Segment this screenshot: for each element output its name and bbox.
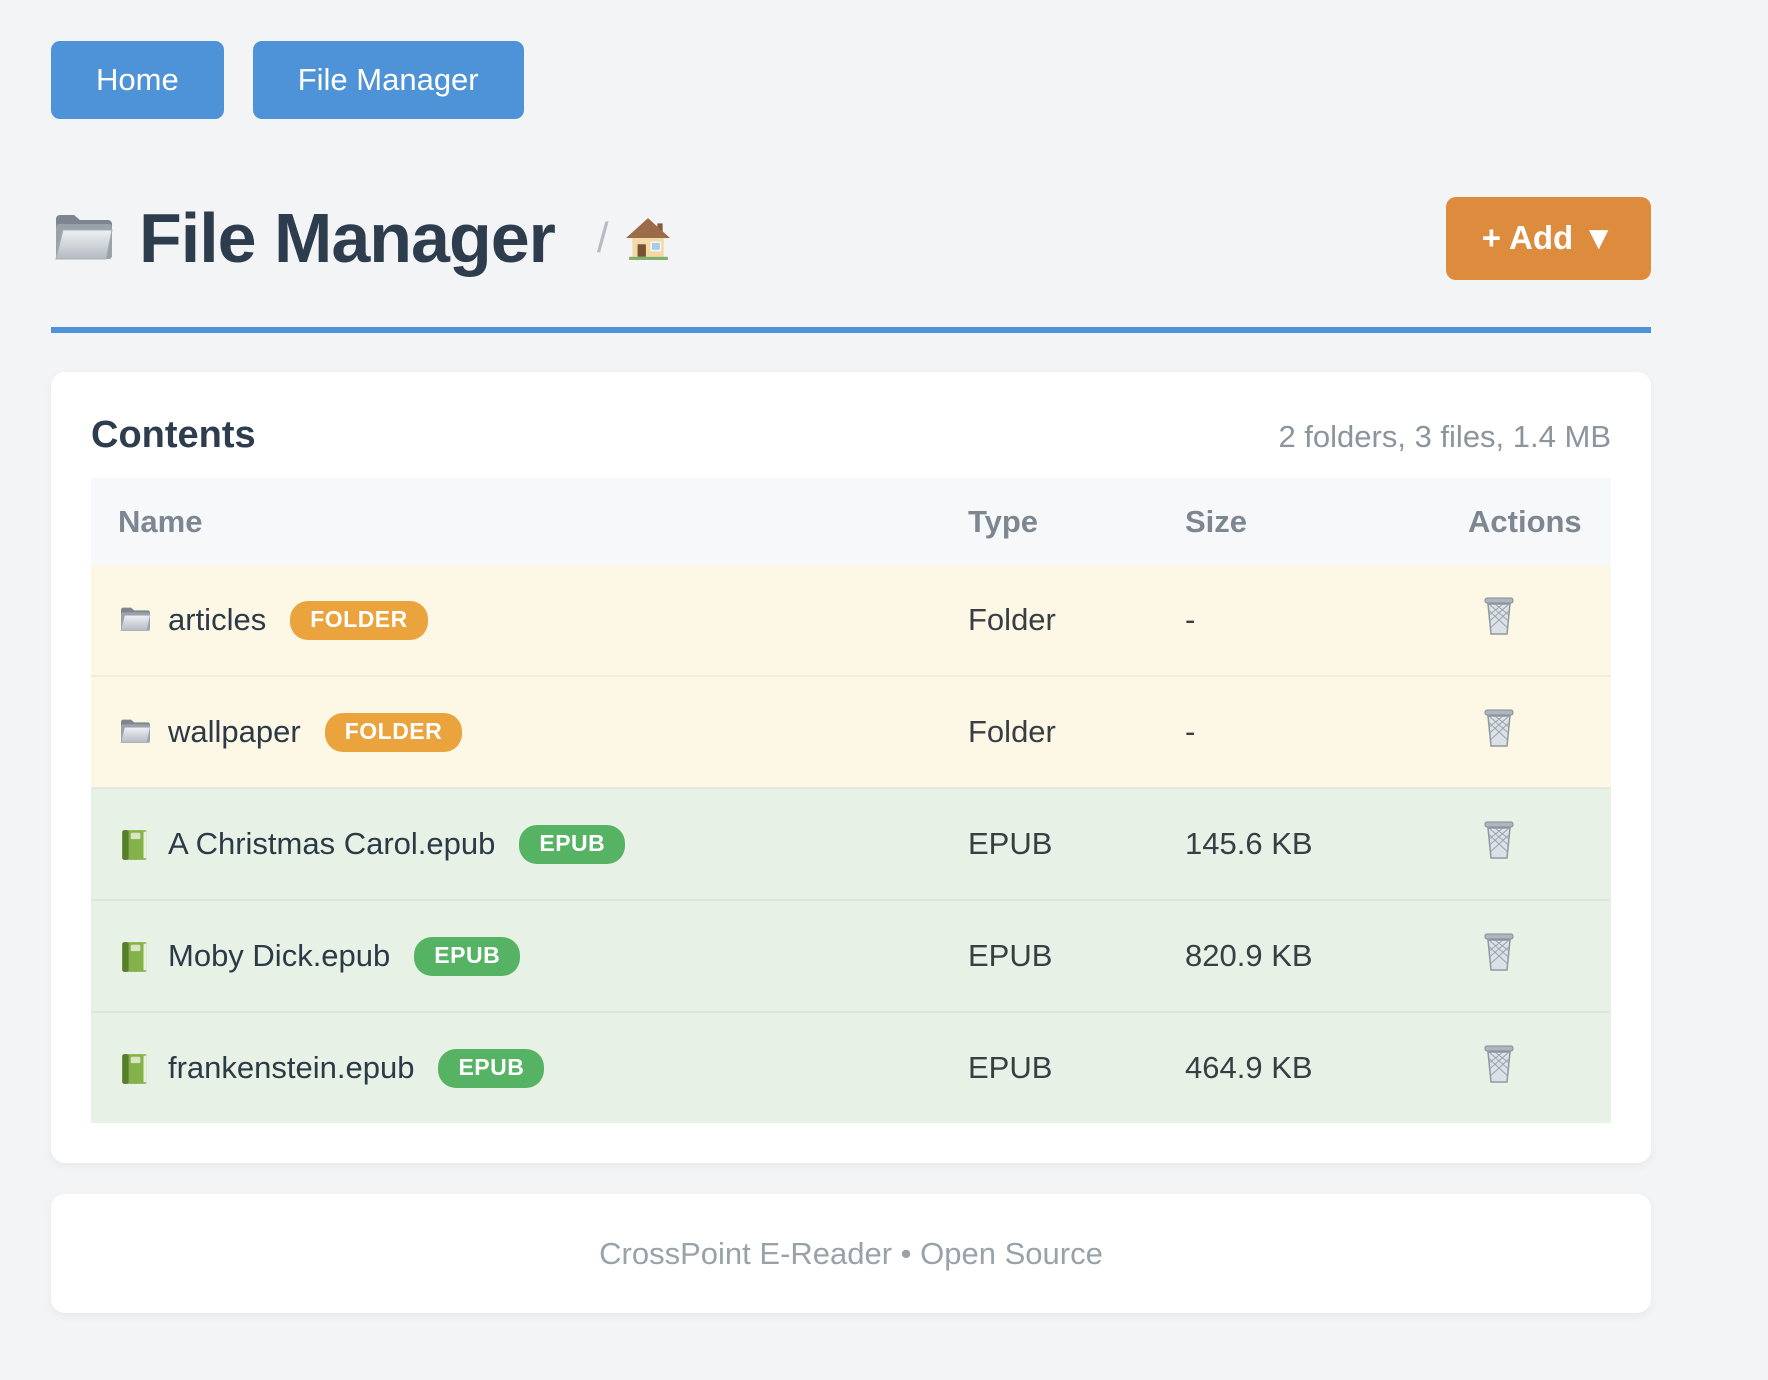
file-name[interactable]: articles — [168, 602, 267, 637]
contents-title: Contents — [91, 414, 256, 456]
size-cell: - — [1185, 565, 1468, 676]
book-icon — [118, 940, 152, 972]
type-cell: EPUB — [968, 787, 1185, 900]
table-header-row: Name Type Size Actions — [91, 478, 1611, 565]
type-cell: EPUB — [968, 899, 1185, 1012]
size-cell: 464.9 KB — [1185, 1011, 1468, 1123]
column-header-actions: Actions — [1468, 478, 1611, 565]
header-divider — [51, 327, 1651, 333]
actions-cell — [1468, 675, 1611, 788]
file-name[interactable]: frankenstein.epub — [168, 1050, 415, 1085]
actions-cell — [1468, 1011, 1611, 1123]
table-row: Moby Dick.epub EPUB EPUB 820.9 KB — [91, 899, 1611, 1012]
file-manager-button[interactable]: File Manager — [252, 41, 524, 119]
column-header-type: Type — [968, 478, 1185, 565]
table-row: articles FOLDER Folder - — [91, 565, 1611, 676]
top-nav: Home File Manager — [51, 41, 1651, 119]
book-icon — [118, 828, 152, 860]
name-cell: articles FOLDER — [91, 565, 968, 676]
type-badge: FOLDER — [290, 600, 428, 640]
folder-icon — [118, 716, 152, 748]
table-row: frankenstein.epub EPUB EPUB 464.9 KB — [91, 1011, 1611, 1123]
delete-button[interactable] — [1482, 932, 1516, 972]
folder-icon — [51, 209, 115, 267]
page-title: File Manager — [139, 199, 556, 277]
breadcrumb: / — [597, 214, 671, 262]
contents-summary: 2 folders, 3 files, 1.4 MB — [1278, 419, 1611, 454]
house-icon[interactable] — [625, 215, 671, 261]
footer-text: CrossPoint E-Reader • Open Source — [599, 1235, 1103, 1271]
name-cell: A Christmas Carol.epub EPUB — [91, 787, 968, 900]
type-badge: FOLDER — [324, 712, 463, 752]
page: Home File Manager File Manager / — [51, 0, 1651, 1313]
book-icon — [118, 1052, 152, 1084]
actions-cell — [1468, 565, 1611, 676]
size-cell: 820.9 KB — [1185, 899, 1468, 1012]
type-badge: EPUB — [519, 824, 626, 864]
type-badge: EPUB — [438, 1048, 545, 1088]
delete-button[interactable] — [1482, 820, 1516, 860]
table-body: articles FOLDER Folder - — [91, 565, 1611, 1123]
actions-cell — [1468, 899, 1611, 1012]
type-badge: EPUB — [414, 936, 521, 976]
size-cell: - — [1185, 675, 1468, 788]
name-cell: Moby Dick.epub EPUB — [91, 899, 968, 1012]
name-cell: frankenstein.epub EPUB — [91, 1011, 968, 1123]
page-header: File Manager / + Add ▼ — [51, 189, 1651, 287]
table-row: wallpaper FOLDER Folder - — [91, 675, 1611, 788]
file-name[interactable]: A Christmas Carol.epub — [168, 826, 496, 861]
column-header-size: Size — [1185, 478, 1468, 565]
size-cell: 145.6 KB — [1185, 787, 1468, 900]
add-button[interactable]: + Add ▼ — [1445, 196, 1651, 280]
name-cell: wallpaper FOLDER — [91, 675, 968, 788]
table-row: A Christmas Carol.epub EPUB EPUB 145.6 K… — [91, 787, 1611, 900]
breadcrumb-separator: / — [596, 214, 609, 261]
contents-card-header: Contents 2 folders, 3 files, 1.4 MB — [91, 412, 1611, 460]
actions-cell — [1468, 787, 1611, 900]
file-name[interactable]: wallpaper — [168, 714, 301, 749]
delete-button[interactable] — [1482, 708, 1516, 748]
type-cell: EPUB — [968, 1011, 1185, 1123]
delete-button[interactable] — [1482, 1044, 1516, 1084]
file-table: Name Type Size Actions articles — [91, 478, 1611, 1123]
type-cell: Folder — [968, 565, 1185, 676]
home-button[interactable]: Home — [51, 41, 224, 119]
column-header-name: Name — [91, 478, 968, 565]
folder-icon — [118, 604, 152, 636]
contents-card: Contents 2 folders, 3 files, 1.4 MB Name… — [51, 372, 1651, 1163]
type-cell: Folder — [968, 675, 1185, 788]
delete-button[interactable] — [1482, 596, 1516, 636]
footer: CrossPoint E-Reader • Open Source — [51, 1194, 1651, 1313]
file-name[interactable]: Moby Dick.epub — [168, 938, 391, 973]
